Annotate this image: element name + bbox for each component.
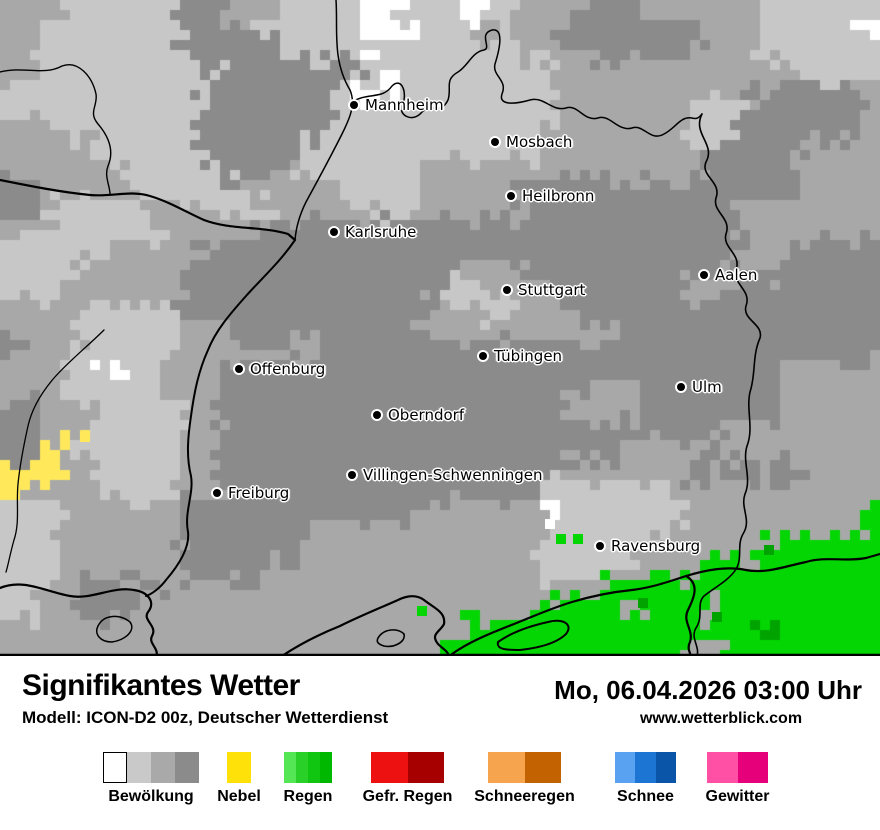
city-label: Mannheim — [365, 96, 444, 114]
legend-swatch — [615, 752, 636, 783]
weather-speck — [80, 432, 90, 442]
legend-swatch — [737, 752, 768, 783]
legend-swatch — [296, 752, 308, 783]
legend-swatch-row — [488, 752, 561, 783]
legend-group: Schnee — [615, 752, 676, 808]
legend-swatch-row — [284, 752, 332, 783]
legend-swatch-row — [371, 752, 444, 783]
city-label: Villingen-Schwenningen — [363, 466, 543, 484]
weather-speck — [573, 534, 583, 544]
weather-speck — [764, 545, 774, 555]
weather-map: Mannheim Mosbach Heilbronn Karlsruhe Stuttga… — [0, 0, 880, 656]
legend-swatch — [308, 752, 320, 783]
weather-speck — [6, 488, 16, 498]
city-dot-icon — [330, 228, 338, 236]
weather-speck — [712, 612, 722, 622]
legend-swatch — [127, 752, 151, 783]
legend-group: Gefr. Regen — [363, 752, 452, 808]
legend-swatch-row — [227, 752, 251, 783]
legend-group: Gewitter — [705, 752, 770, 808]
city-dot-icon — [373, 411, 381, 419]
legend-swatch — [524, 752, 561, 783]
legend-group: Schneeregen — [474, 752, 575, 808]
legend-swatch — [284, 752, 296, 783]
page-title: Signifikantes Wetter — [22, 669, 300, 702]
legend-swatch — [227, 752, 251, 783]
legend-swatch — [488, 752, 525, 783]
model-info: Modell: ICON-D2 00z, Deutscher Wetterdie… — [22, 708, 389, 727]
legend-group: Nebel — [217, 752, 261, 808]
weather-speck — [638, 598, 648, 608]
legend-label: Bewölkung — [108, 788, 194, 805]
city-dot-icon — [491, 138, 499, 146]
legend-swatch-row — [707, 752, 768, 783]
city-dot-icon — [350, 101, 358, 109]
city-dot-icon — [235, 365, 243, 373]
weather-speck — [417, 606, 427, 616]
legend-label: Gefr. Regen — [362, 788, 453, 805]
legend-swatch — [707, 752, 738, 783]
forecast-datetime: Mo, 06.04.2026 03:00 Uhr — [554, 675, 862, 705]
legend-label: Schneeregen — [474, 788, 575, 805]
legend-swatch — [151, 752, 175, 783]
city-dot-icon — [503, 286, 511, 294]
legend-swatch — [103, 752, 127, 783]
city-label: Oberndorf — [388, 406, 465, 424]
legend-swatch-row — [103, 752, 199, 783]
city-dot-icon — [507, 192, 515, 200]
legend-label: Schnee — [617, 788, 674, 805]
legend-swatch — [655, 752, 676, 783]
city-dot-icon — [348, 471, 356, 479]
city-label: Mosbach — [506, 133, 573, 151]
city-label: Ravensburg — [611, 537, 701, 555]
legend-label: Gewitter — [705, 788, 770, 805]
city-label: Tübingen — [494, 347, 563, 365]
city-label: Aalen — [715, 266, 758, 284]
city-label: Freiburg — [228, 484, 290, 502]
legend-swatch — [407, 752, 444, 783]
legend-swatch — [635, 752, 656, 783]
legend-swatch — [320, 752, 332, 783]
city-dot-icon — [213, 489, 221, 497]
city-dot-icon — [700, 271, 708, 279]
city-label: Offenburg — [250, 360, 326, 378]
legend-group: Regen — [284, 752, 332, 808]
weather-speck — [545, 519, 555, 529]
legend-label: Regen — [283, 788, 333, 805]
city-label: Heilbronn — [522, 187, 595, 205]
legend-swatch — [371, 752, 408, 783]
city-dot-icon — [677, 383, 685, 391]
city-dot-icon — [479, 352, 487, 360]
map-footer: Signifikantes Wetter Modell: ICON-D2 00z… — [0, 656, 880, 830]
city-dot-icon — [596, 542, 604, 550]
city-label: Stuttgart — [518, 281, 586, 299]
weather-speck — [556, 534, 566, 544]
city-label: Ulm — [692, 378, 722, 396]
legend-swatch-row — [615, 752, 676, 783]
legend-swatch — [175, 752, 199, 783]
legend-group: Bewölkung — [103, 752, 199, 808]
city-label: Karlsruhe — [345, 223, 417, 241]
legend-label: Nebel — [217, 788, 261, 805]
website-url: www.wetterblick.com — [639, 710, 803, 727]
